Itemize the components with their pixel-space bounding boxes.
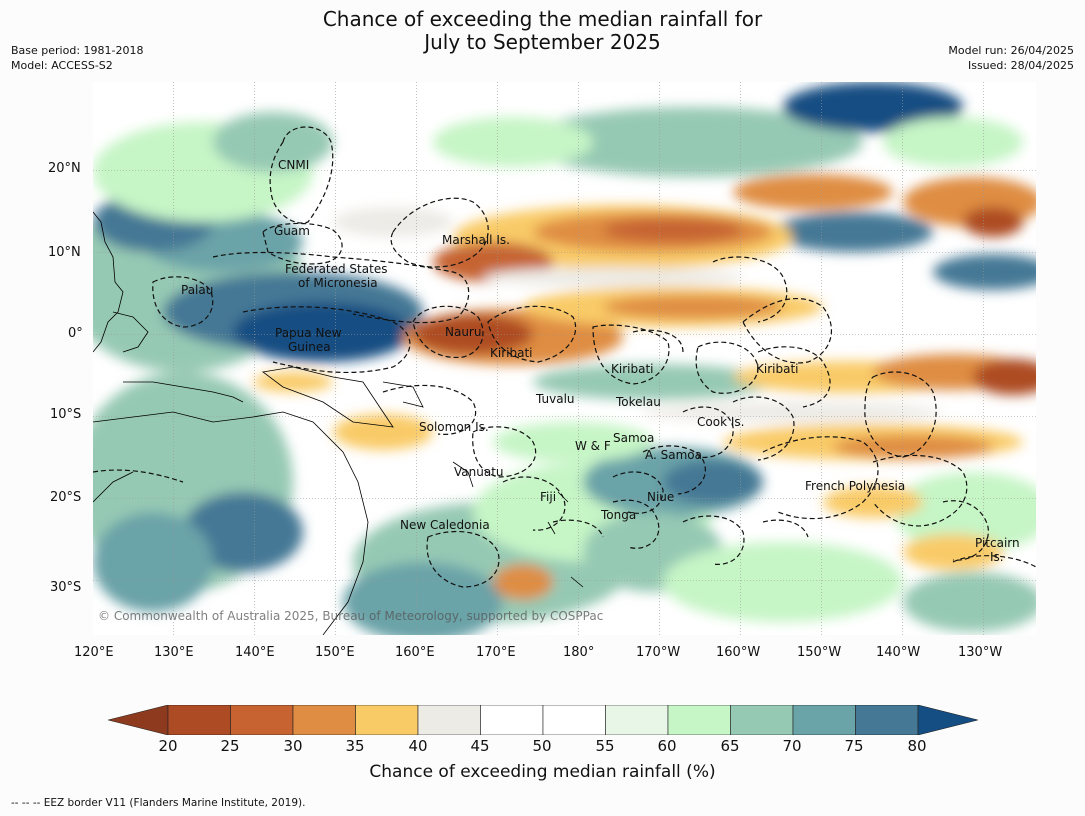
lon-tick: 160°E (395, 645, 435, 660)
base-period: Base period: 1981-2018 (11, 44, 144, 57)
lon-tick: 120°E (74, 645, 114, 660)
place-labels: CNMI Guam Marshall Is. Federated States … (181, 158, 1020, 564)
cbar-tick: 55 (595, 737, 615, 755)
label-cnmi: CNMI (278, 158, 309, 172)
label-fsm-2: of Micronesia (298, 276, 378, 290)
cbar-tick: 50 (532, 737, 552, 755)
issued-date: Issued: 28/04/2025 (967, 59, 1074, 72)
lat-tick: 20°N (48, 161, 81, 176)
label-cook: Cook Is. (697, 415, 744, 429)
model-run: Model run: 26/04/2025 (948, 44, 1074, 57)
colorbar-title: Chance of exceeding median rainfall (%) (369, 762, 716, 782)
rainfall-field (93, 82, 1036, 635)
meta-right: Model run: 26/04/2025 Issued: 28/04/2025 (948, 43, 1074, 73)
label-fiji: Fiji (540, 490, 556, 504)
colorbar-segment (667, 705, 731, 735)
cbar-tick: 25 (220, 737, 240, 755)
label-french-polynesia: French Polynesia (805, 479, 905, 493)
label-samoa: Samoa (613, 431, 654, 445)
label-tokelau: Tokelau (615, 395, 661, 409)
meta-left: Base period: 1981-2018 Model: ACCESS-S2 (11, 43, 143, 73)
lon-tick: 180° (563, 645, 595, 660)
rainfall-map[interactable]: CNMI Guam Marshall Is. Federated States … (93, 82, 1036, 635)
label-kiribati-east: Kiribati (756, 362, 798, 376)
cbar-tick: 65 (720, 737, 740, 755)
lon-tick: 170°E (476, 645, 516, 660)
label-png-2: Guinea (288, 340, 331, 354)
lon-tick: 140°E (235, 645, 275, 660)
cbar-tick: 80 (907, 737, 927, 755)
lon-tick: 150°W (797, 645, 842, 660)
label-tuvalu: Tuvalu (535, 392, 575, 406)
colorbar-segment (792, 705, 856, 735)
label-pitcairn-2: Is. (990, 550, 1004, 564)
label-fsm-1: Federated States (285, 262, 387, 276)
coastlines (93, 211, 584, 635)
colorbar-segment (167, 705, 231, 735)
lon-tick: 130°W (958, 645, 1003, 660)
cbar-tick: 45 (470, 737, 490, 755)
title-line-1: Chance of exceeding the median rainfall … (322, 7, 763, 31)
lon-tick: 160°W (716, 645, 761, 660)
colorbar-segment (417, 705, 481, 735)
label-vanuatu: Vanuatu (454, 465, 504, 479)
eez-legend-note: -- -- -- EEZ border V11 (Flanders Marine… (11, 797, 306, 809)
lat-tick: 20°S (50, 490, 82, 505)
colorbar-segment (855, 705, 919, 735)
lat-tick: 0° (68, 326, 83, 341)
map-title: Chance of exceeding the median rainfall … (0, 8, 1085, 54)
lat-tick: 30°S (50, 580, 82, 595)
colorbar-segment (355, 705, 419, 735)
graticule (93, 82, 1036, 635)
label-american-samoa: A. Samoa (645, 448, 702, 462)
colorbar-segment (230, 705, 294, 735)
cbar-tick: 40 (408, 737, 428, 755)
colorbar-segment (542, 705, 606, 735)
colorbar-segment (605, 705, 669, 735)
lon-tick: 150°E (315, 645, 355, 660)
title-line-2: July to September 2025 (424, 30, 661, 54)
cbar-tick: 35 (345, 737, 365, 755)
label-palau: Palau (181, 283, 213, 297)
colorbar-extend-low (108, 705, 169, 735)
cbar-tick: 20 (158, 737, 178, 755)
label-new-caledonia: New Caledonia (400, 518, 490, 532)
label-wf: W & F (575, 439, 611, 453)
label-png-1: Papua New (275, 326, 342, 340)
model-name: Model: ACCESS-S2 (11, 59, 113, 72)
lon-tick: 140°W (876, 645, 921, 660)
colorbar-segment (730, 705, 794, 735)
lon-tick: 130°E (154, 645, 194, 660)
label-kiribati-west: Kiribati (490, 346, 532, 360)
cbar-tick: 70 (782, 737, 802, 755)
cbar-tick: 60 (657, 737, 677, 755)
label-solomon: Solomon Is. (419, 420, 489, 434)
label-nauru: Nauru (445, 325, 481, 339)
label-marshall: Marshall Is. (442, 233, 510, 247)
eez-borders (93, 126, 1036, 588)
cbar-tick: 75 (844, 737, 864, 755)
colorbar-extend-high (917, 705, 978, 735)
colorbar (108, 705, 978, 735)
label-tonga: Tonga (600, 508, 636, 522)
colorbar-segment (292, 705, 356, 735)
lat-tick: 10°N (48, 245, 81, 260)
lat-tick: 10°S (50, 407, 82, 422)
label-niue: Niue (647, 490, 674, 504)
label-kiribati-central: Kiribati (611, 362, 653, 376)
label-guam: Guam (274, 224, 310, 238)
label-pitcairn-1: Pitcairn (975, 536, 1020, 550)
colorbar-segment (480, 705, 544, 735)
lon-tick: 170°W (636, 645, 681, 660)
cbar-tick: 30 (283, 737, 303, 755)
copyright-credit: © Commonwealth of Australia 2025, Bureau… (98, 609, 603, 623)
